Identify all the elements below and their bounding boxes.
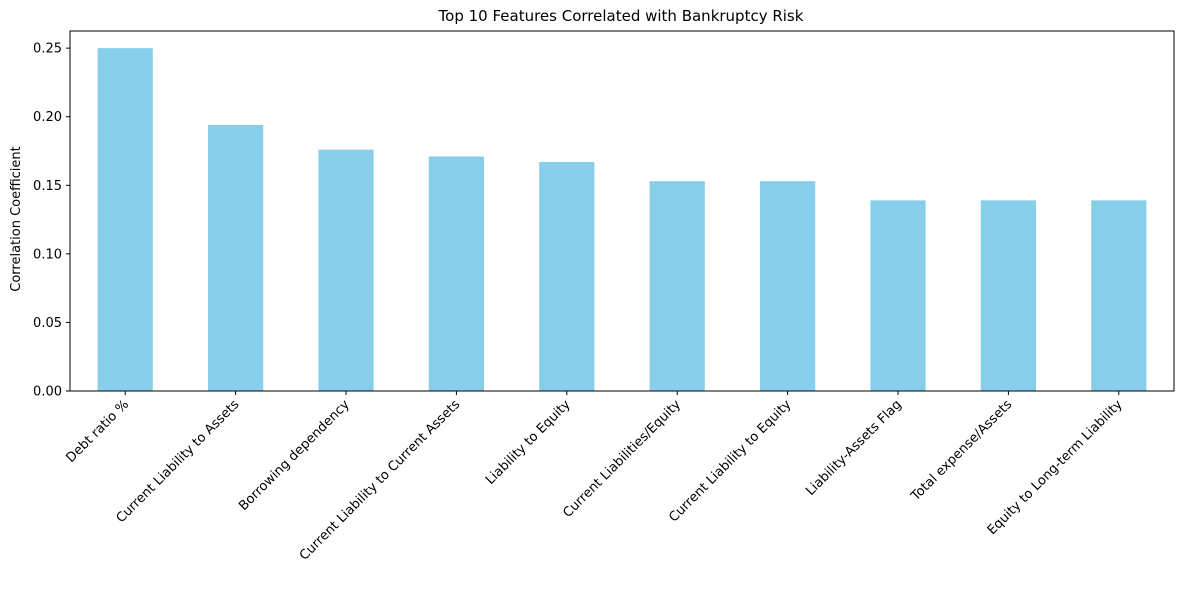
x-axis: Debt ratio %Current Liability to AssetsB… <box>63 391 1126 564</box>
bar <box>980 200 1036 391</box>
bars-group <box>97 48 1147 392</box>
bar <box>208 124 264 391</box>
y-tick-label: 0.25 <box>33 42 62 57</box>
y-axis: 0.00 0.05 0.10 0.15 0.20 0.25 <box>33 42 70 400</box>
x-tick-label: Equity to Long-term Liability <box>985 397 1126 538</box>
y-tick-label: 0.15 <box>33 179 62 194</box>
bar <box>649 181 705 391</box>
x-tick-label: Current Liability to Assets <box>114 397 243 526</box>
bar <box>1091 200 1147 391</box>
bar <box>760 181 816 391</box>
x-tick-label: Liability to Equity <box>483 397 574 488</box>
y-tick-label: 0.00 <box>33 385 62 400</box>
x-tick-label: Current Liabilities/Equity <box>560 397 684 521</box>
bar <box>428 156 484 391</box>
y-tick-label: 0.05 <box>33 316 62 331</box>
x-tick-label: Current Liability to Equity <box>666 397 794 525</box>
x-tick-label: Total expense/Assets <box>908 397 1016 505</box>
y-axis-title: Correlation Coefficient <box>9 146 24 292</box>
y-tick-label: 0.10 <box>33 247 62 262</box>
x-tick-label: Liability-Assets Flag <box>803 397 905 499</box>
bar <box>870 200 926 391</box>
chart-title: Top 10 Features Correlated with Bankrupt… <box>438 7 804 25</box>
bar <box>318 149 374 391</box>
bar <box>539 161 595 391</box>
plot-frame <box>69 30 1175 392</box>
y-tick-label: 0.20 <box>33 110 62 125</box>
x-tick-label: Borrowing dependency <box>236 397 353 514</box>
bar <box>97 48 153 392</box>
x-tick-label: Debt ratio % <box>63 397 132 466</box>
